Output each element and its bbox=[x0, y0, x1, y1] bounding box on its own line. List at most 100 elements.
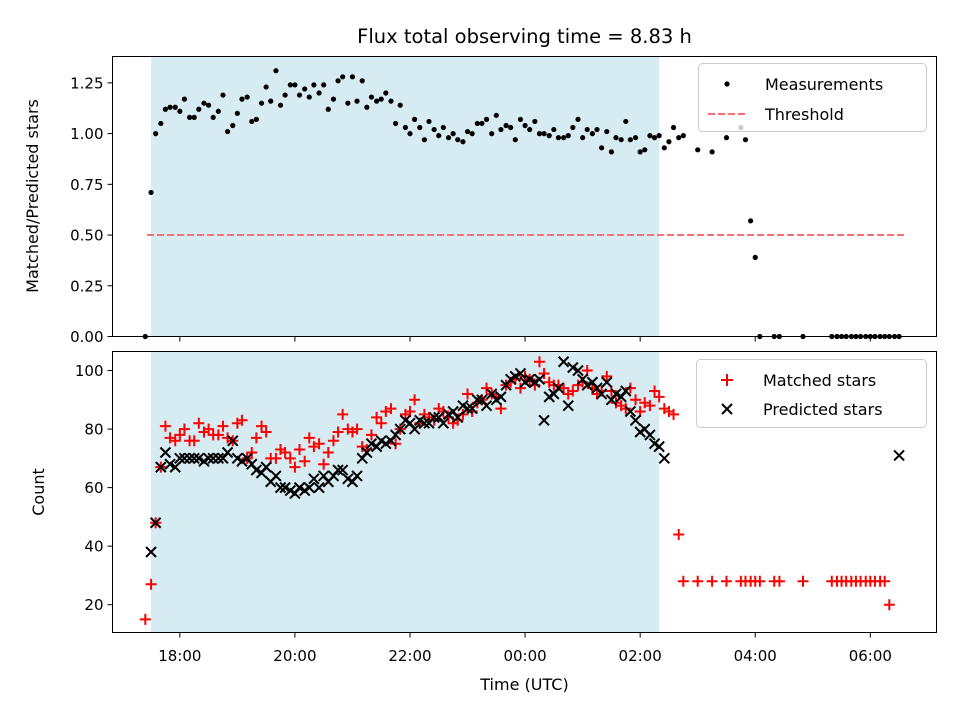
bottom-x-tick-label: 18:00 bbox=[158, 647, 201, 665]
predicted-star-point bbox=[202, 452, 215, 465]
measurement-point bbox=[632, 135, 639, 141]
predicted-star-point bbox=[155, 461, 167, 473]
matched-star-point bbox=[538, 367, 550, 379]
bottom-y-axis-label: Count bbox=[29, 468, 48, 516]
measurement-point bbox=[580, 135, 586, 141]
measurement-point bbox=[172, 104, 178, 110]
measurement-point bbox=[205, 102, 212, 108]
measurement-point bbox=[296, 92, 303, 98]
matched-star-point bbox=[457, 408, 469, 420]
predicted-star-point bbox=[514, 367, 527, 380]
measurement-point bbox=[311, 82, 317, 88]
top-y-axis-label: Matched/Predicted stars bbox=[23, 99, 42, 293]
predicted-star-point bbox=[466, 402, 478, 415]
measurement-point bbox=[210, 114, 216, 120]
predicted-star-point bbox=[552, 382, 565, 394]
measurement-point bbox=[450, 131, 456, 137]
measurement-point bbox=[498, 126, 504, 133]
legend-label-predicted-stars: Predicted stars bbox=[763, 400, 883, 419]
matched-star-point bbox=[620, 403, 632, 415]
matched-star-point bbox=[653, 391, 665, 403]
predicted-star-point bbox=[437, 417, 450, 429]
matched-star-point bbox=[193, 417, 205, 429]
predicted-star-point bbox=[557, 356, 570, 368]
measurement-point bbox=[613, 135, 619, 141]
predicted-star-point bbox=[533, 373, 546, 386]
matched-star-point bbox=[203, 423, 215, 435]
measurement-point bbox=[589, 131, 595, 137]
measurement-point bbox=[680, 133, 686, 139]
measurement-point bbox=[431, 126, 437, 133]
measurement-point bbox=[541, 131, 547, 137]
matched-star-point bbox=[169, 435, 181, 447]
predicted-star-point bbox=[380, 437, 392, 450]
measurement-point bbox=[196, 106, 202, 112]
measurement-point bbox=[604, 128, 610, 135]
predicted-star-point bbox=[428, 411, 440, 424]
top-axes-frame bbox=[112, 56, 937, 337]
measurement-point bbox=[647, 133, 653, 139]
measurement-point bbox=[517, 116, 524, 122]
measurement-point bbox=[181, 96, 188, 102]
predicted-star-point bbox=[509, 370, 522, 383]
bottom-y-tick-label: 100 bbox=[75, 362, 104, 380]
matched-star-point bbox=[692, 575, 704, 587]
measurement-point bbox=[440, 124, 446, 131]
predicted-star-point bbox=[270, 470, 282, 482]
measurement-point bbox=[627, 137, 633, 143]
measurement-point bbox=[354, 98, 360, 104]
bottom-x-tick-label: 02:00 bbox=[619, 647, 662, 665]
matched-star-point bbox=[284, 452, 296, 464]
predicted-star-point bbox=[471, 394, 484, 406]
predicted-star-point bbox=[221, 446, 234, 459]
x-axis-label: Time (UTC) bbox=[479, 675, 568, 694]
measurement-point bbox=[642, 147, 648, 153]
measurement-point bbox=[368, 94, 375, 100]
legend-marker-measurements bbox=[724, 81, 730, 87]
matched-star-point bbox=[797, 575, 809, 587]
top-legend: Measurements Threshold bbox=[698, 63, 927, 132]
predicted-star-point bbox=[313, 481, 325, 494]
measurement-point bbox=[709, 149, 715, 155]
measurement-point bbox=[637, 149, 643, 155]
measurement-point bbox=[364, 104, 370, 110]
matched-star-point bbox=[212, 429, 224, 441]
measurement-point bbox=[695, 147, 701, 153]
predicted-star-point bbox=[480, 399, 493, 412]
measurement-point bbox=[167, 104, 173, 110]
matched-star-point bbox=[677, 575, 689, 587]
measurement-point bbox=[244, 94, 250, 100]
measurement-point bbox=[277, 102, 284, 108]
predicted-star-point bbox=[361, 446, 373, 459]
measurement-point bbox=[374, 98, 380, 104]
measurement-point bbox=[469, 131, 475, 137]
matched-star-point bbox=[159, 420, 171, 432]
measurement-point bbox=[489, 131, 495, 137]
predicted-star-point bbox=[653, 440, 665, 453]
matched-star-point bbox=[558, 382, 570, 394]
predicted-star-point bbox=[538, 414, 550, 426]
measurement-point bbox=[187, 114, 193, 120]
measurement-point bbox=[224, 128, 231, 135]
matched-star-point bbox=[754, 575, 766, 587]
measurement-point bbox=[191, 114, 197, 120]
measurement-point bbox=[661, 145, 667, 151]
bottom-y-tick-label: 60 bbox=[84, 479, 103, 497]
matched-star-point bbox=[236, 414, 248, 426]
measurement-point bbox=[335, 78, 341, 84]
measurement-point bbox=[503, 122, 509, 129]
measurement-point bbox=[546, 133, 552, 139]
matched-star-point bbox=[289, 461, 301, 473]
predicted-star-point bbox=[562, 399, 574, 412]
matched-star-point bbox=[250, 432, 262, 444]
matched-star-point bbox=[188, 435, 200, 447]
top-observing-window bbox=[151, 56, 660, 337]
legend-label-threshold: Threshold bbox=[764, 105, 844, 124]
measurement-point bbox=[608, 149, 614, 155]
predicted-star-point bbox=[145, 546, 157, 558]
matched-star-point bbox=[178, 423, 190, 435]
matched-star-point bbox=[624, 382, 636, 394]
measurement-point bbox=[460, 139, 466, 145]
matched-star-point bbox=[644, 400, 656, 412]
